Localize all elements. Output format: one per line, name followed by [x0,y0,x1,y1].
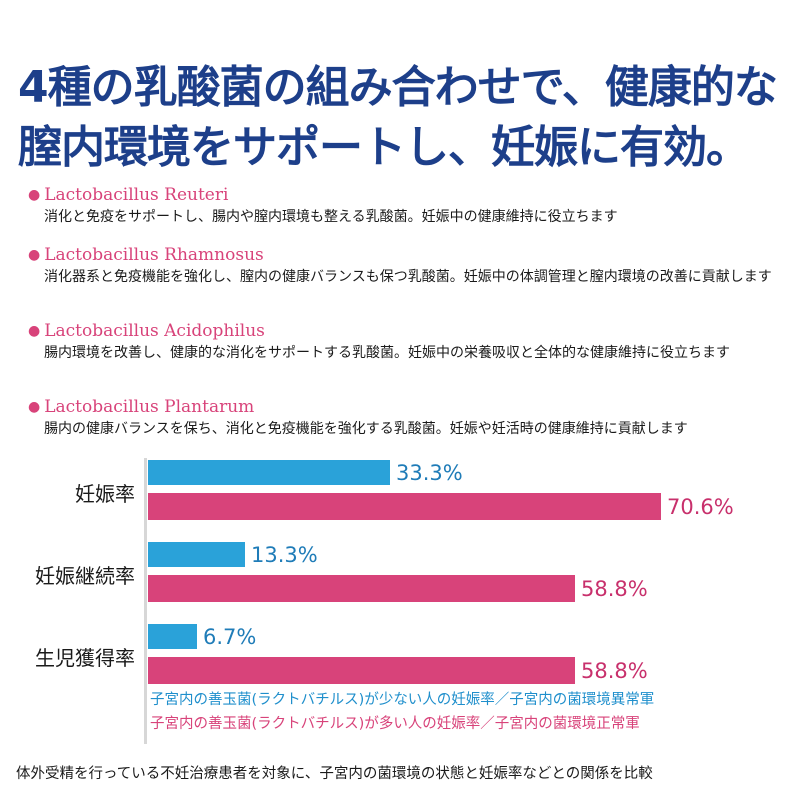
bar-low [148,624,197,649]
bar-high [148,575,575,602]
category-label: 妊娠率 [75,482,135,506]
footnote: 体外受精を行っている不妊治療患者を対象に、子宮内の菌環境の状態と妊娠率などとの関… [16,766,653,782]
data-label-low: 33.3% [396,460,463,485]
bacteria-list: ● Lactobacillus Reuteri 消化と免疫をサポートし、腸内や膣内… [28,184,788,439]
bacteria-item: ● Lactobacillus Rhamnosus 消化器系と免疫機能を強化し、膣… [28,244,788,287]
bacteria-item: ● Lactobacillus Acidophilus 腸内環境を改善し、健康的な… [28,320,788,363]
headline: 4種の乳酸菌の組み合わせで、健康的な 膣内環境をサポートし、妊娠に有効。 [18,58,788,178]
data-label-high: 58.8% [581,658,648,683]
bar-low [148,542,245,567]
data-label-high: 58.8% [581,576,648,601]
bacteria-description: 消化器系と免疫機能を強化し、膣内の健康バランスも保つ乳酸菌。妊娠中の体調管理と膣… [44,269,772,285]
bullet-dot-icon: ● [28,323,41,339]
headline-line-2: 膣内環境をサポートし、妊娠に有効。 [18,122,750,173]
bar-low [148,460,390,485]
legend-entry-high: 子宮内の善玉菌(ラクトバチルス)が多い人の妊娠率／子宮内の菌環境正常軍 [150,716,640,732]
chart-legend: 子宮内の善玉菌(ラクトバチルス)が少ない人の妊娠率／子宮内の菌環境異常軍 子宮内… [150,688,790,736]
legend-entry-low: 子宮内の善玉菌(ラクトバチルス)が少ない人の妊娠率／子宮内の菌環境異常軍 [150,692,655,708]
category-label: 妊娠継続率 [35,564,135,588]
bacteria-item: ● Lactobacillus Reuteri 消化と免疫をサポートし、腸内や膣内… [28,184,788,227]
data-label-low: 13.3% [251,542,318,567]
bullet-dot-icon: ● [28,247,41,263]
bacteria-description: 腸内環境を改善し、健康的な消化をサポートする乳酸菌。妊娠中の栄養吸収と全体的な健… [44,345,730,361]
bacteria-name: Lactobacillus Rhamnosus [44,245,264,265]
bullet-dot-icon: ● [28,187,41,203]
bacteria-description: 消化と免疫をサポートし、腸内や膣内環境も整える乳酸菌。妊娠中の健康維持に役立ちま… [44,209,618,225]
bar-high [148,657,575,684]
bacteria-name: Lactobacillus Acidophilus [44,321,265,341]
category-label: 生児獲得率 [35,646,135,670]
data-label-high: 70.6% [667,494,734,519]
headline-line-1: 4種の乳酸菌の組み合わせで、健康的な [18,62,778,113]
bacteria-name: Lactobacillus Reuteri [44,185,229,205]
bacteria-item: ● Lactobacillus Plantarum 腸内の健康バランスを保ち、消化… [28,396,788,439]
bullet-dot-icon: ● [28,399,41,415]
data-label-low: 6.7% [203,624,257,649]
bar-high [148,493,661,520]
bacteria-name: Lactobacillus Plantarum [44,397,255,417]
chart-axis-line [144,458,147,744]
bacteria-description: 腸内の健康バランスを保ち、消化と免疫機能を強化する乳酸菌。妊娠や妊活時の健康維持… [44,421,688,437]
